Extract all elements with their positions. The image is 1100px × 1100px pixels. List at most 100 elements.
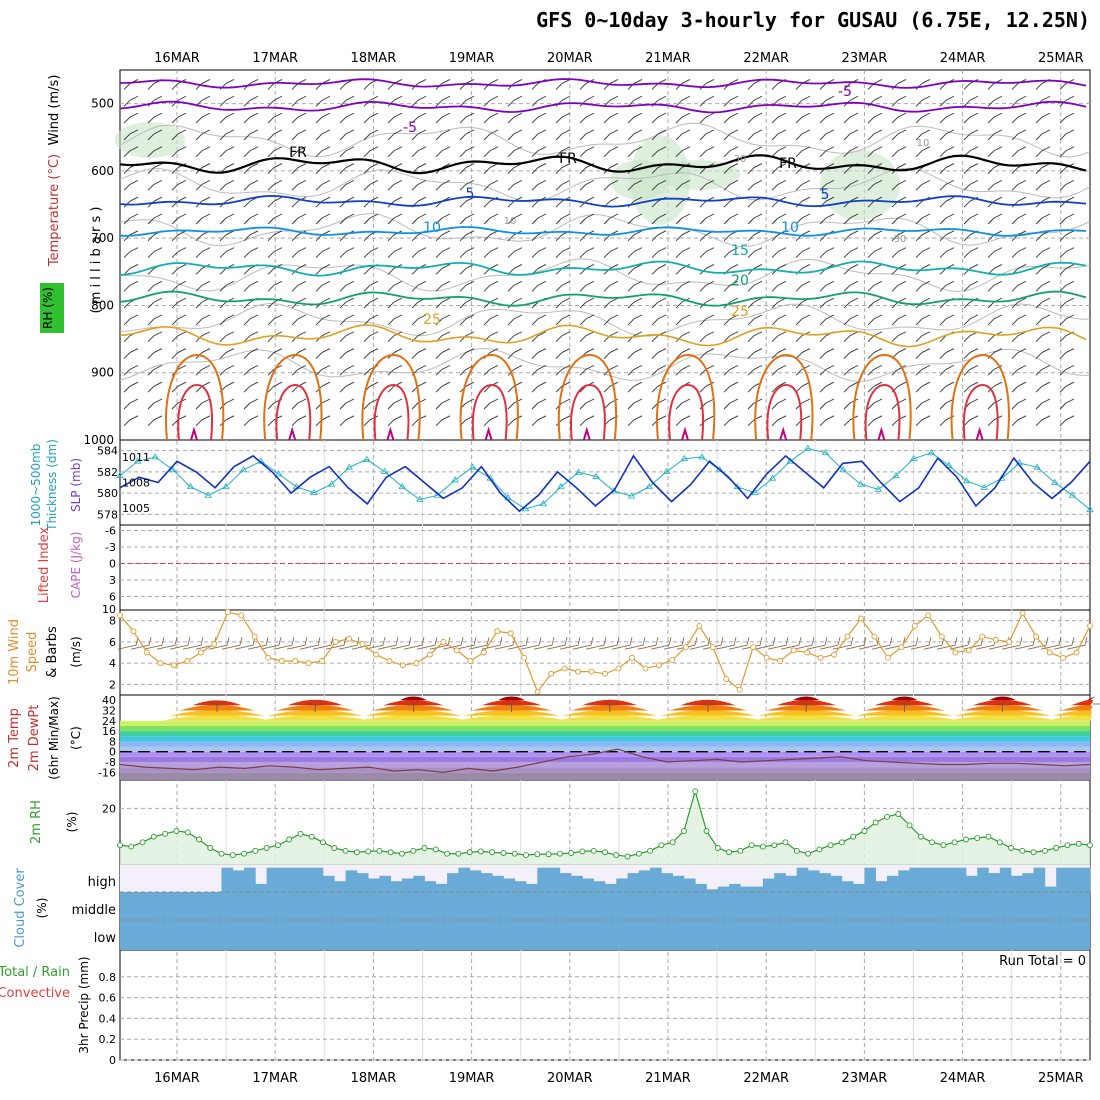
wind-barb <box>675 95 691 107</box>
wind-barb <box>891 146 907 158</box>
wind-barb <box>459 146 475 158</box>
wind-barb <box>117 637 139 650</box>
wind-barb <box>915 348 931 359</box>
temp-hump <box>758 710 855 716</box>
wind-barb <box>771 179 787 191</box>
wind-barb <box>338 637 360 650</box>
wind-barb <box>663 637 685 650</box>
date-label-bottom: 16MAR <box>154 1071 200 1086</box>
wind10-point <box>278 658 285 664</box>
wind-barb <box>1066 637 1088 650</box>
isotherm--5 <box>119 100 1087 114</box>
wind-barb <box>795 79 811 90</box>
temp-tick: 0 <box>109 746 116 759</box>
wind10-point <box>184 658 191 664</box>
wind-barb <box>1011 314 1027 326</box>
wind-barb <box>1011 112 1027 124</box>
wind-barb <box>339 381 355 393</box>
wind-barb <box>325 637 347 650</box>
wind-barb <box>243 364 259 376</box>
wind10-point <box>1046 649 1053 656</box>
wind-barb <box>147 163 163 174</box>
wind-barb <box>267 163 283 174</box>
wind-barb <box>939 381 955 393</box>
wind-barb <box>867 95 883 107</box>
wind-barb <box>411 348 427 359</box>
wind-barb <box>286 637 308 650</box>
wind-barb <box>411 179 427 191</box>
wind-barb <box>555 112 571 124</box>
wind-barb <box>891 247 907 258</box>
wind-barb <box>315 146 331 158</box>
wind-barb <box>171 331 187 343</box>
wind-barb <box>459 95 475 107</box>
wind10-point <box>426 651 433 658</box>
cloud-high-bar <box>1033 867 1046 892</box>
rh-legend-swatch <box>40 283 64 333</box>
wind-barb <box>675 364 691 376</box>
rh2m-point <box>252 847 259 854</box>
temp-hump <box>653 715 763 721</box>
wind-barb <box>435 213 451 225</box>
temp-hump <box>400 696 427 701</box>
wind-barb <box>123 398 139 410</box>
rh-contour <box>119 167 1091 203</box>
wind-barb <box>819 280 835 292</box>
contour-label: 15 <box>731 243 749 259</box>
date-label-bottom: 22MAR <box>743 1071 789 1086</box>
wind-barb <box>579 280 595 292</box>
contour-label: 25 <box>731 304 749 320</box>
temp-hump <box>1052 710 1092 716</box>
wind-barb <box>843 331 859 343</box>
slp-tick: 1011 <box>122 451 150 464</box>
wind-barb <box>843 348 859 359</box>
wind-barb <box>1040 637 1062 650</box>
pressure-tick: 800 <box>91 298 114 312</box>
cloud-high-bar <box>413 875 425 892</box>
wind-barb <box>507 348 523 359</box>
ylabel-rh2m: 2m RH <box>29 800 44 844</box>
wind-barb <box>339 247 355 258</box>
wind-barb <box>867 415 883 427</box>
slp-line <box>119 447 1091 511</box>
wind-barb <box>910 637 932 650</box>
wind-barb <box>915 331 931 343</box>
wind-barb <box>339 415 355 427</box>
ylabel-rh: RH (%) <box>41 287 55 329</box>
date-label-bottom: 19MAR <box>449 1071 495 1086</box>
wind-barb <box>728 637 750 650</box>
wind-barb <box>627 415 643 427</box>
contour-label: FR <box>289 145 307 161</box>
wind-barb <box>651 364 667 376</box>
wind-barb <box>531 348 547 359</box>
wind-barb <box>963 364 979 376</box>
isotherm-30 <box>557 353 618 441</box>
contour-label: 25 <box>423 312 441 328</box>
wind-barb <box>459 280 475 292</box>
rh2m-point <box>466 849 473 856</box>
wind-barb <box>603 381 619 393</box>
wind-barb <box>435 146 451 158</box>
wind-barb <box>723 331 739 343</box>
wind-barb <box>843 364 859 376</box>
temp-hump <box>162 715 272 721</box>
wind-barb <box>987 146 1003 158</box>
isotherm-FR <box>119 154 1087 175</box>
wind-barb <box>507 314 523 326</box>
wind-barb <box>531 112 547 124</box>
rh2m-point <box>297 830 304 837</box>
wind-barb <box>963 95 979 107</box>
isotherm-40 <box>582 426 591 441</box>
wind-barb <box>147 247 163 258</box>
wind-barb <box>411 146 427 158</box>
wind-barb <box>531 398 547 410</box>
wind-barb <box>771 247 787 258</box>
wind-barb <box>221 637 243 650</box>
wind-barb <box>339 129 355 141</box>
rh2m-point <box>951 839 958 846</box>
wind-barb <box>403 637 425 650</box>
wind-barb <box>363 348 379 359</box>
wind-barb <box>219 280 235 292</box>
wind-barb <box>1059 297 1075 309</box>
wind10-point <box>494 628 501 635</box>
